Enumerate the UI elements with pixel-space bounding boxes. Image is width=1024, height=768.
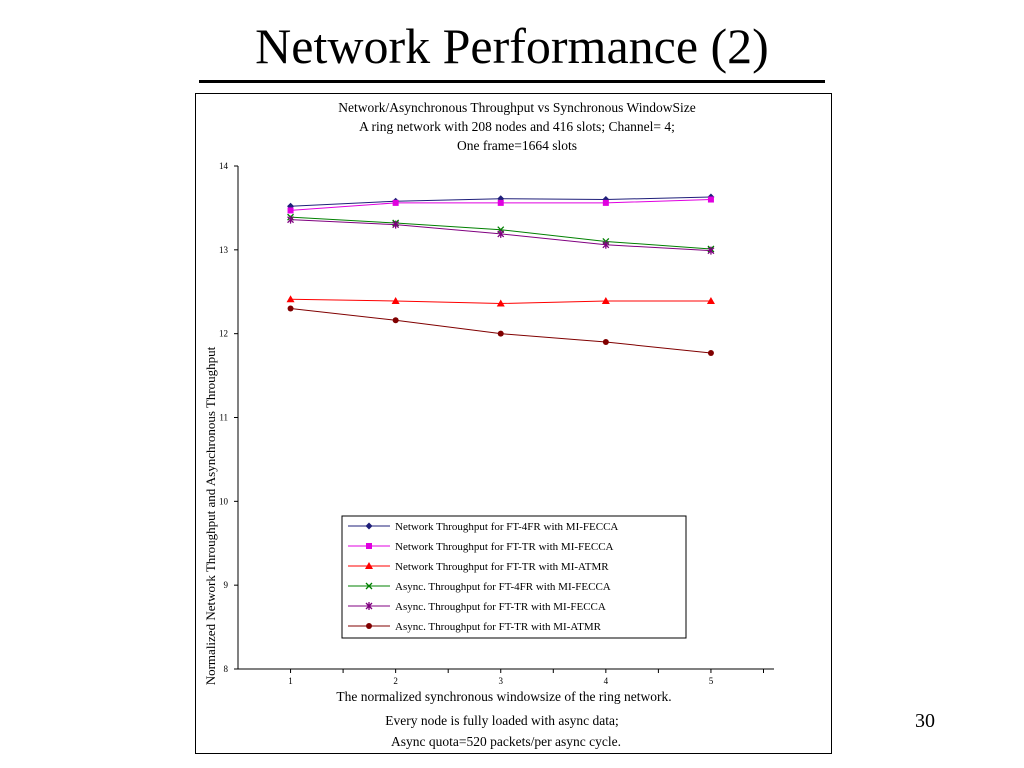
series-3 xyxy=(286,295,715,307)
legend-item: Async. Throughput for FT-TR with MI-ATMR xyxy=(348,621,602,633)
series-2 xyxy=(287,196,714,214)
data-point xyxy=(286,295,295,303)
y-tick-label: 13 xyxy=(219,245,229,255)
legend: Network Throughput for FT-4FR with MI-FE… xyxy=(341,515,687,639)
data-point xyxy=(365,582,373,590)
legend-item: Async. Throughput for FT-TR with MI-FECC… xyxy=(348,601,606,613)
page-number: 30 xyxy=(915,710,935,732)
data-point xyxy=(602,240,610,249)
data-point xyxy=(497,195,505,203)
data-point xyxy=(366,623,372,629)
y-tick-label: 14 xyxy=(219,161,229,171)
legend-label: Async. Throughput for FT-TR with MI-FECC… xyxy=(395,601,606,613)
data-point xyxy=(497,229,505,238)
x-tick-label: 5 xyxy=(709,676,714,686)
x-tick-label: 2 xyxy=(393,676,398,686)
series xyxy=(286,193,715,356)
data-point xyxy=(496,299,505,307)
data-point xyxy=(707,196,714,203)
series-6 xyxy=(287,305,714,356)
data-point xyxy=(707,349,714,356)
legend-label: Async. Throughput for FT-TR with MI-ATMR xyxy=(395,621,602,633)
chart-svg: Network/Asynchronous Throughput vs Synch… xyxy=(203,100,774,749)
legend-label: Async. Throughput for FT-4FR with MI-FEC… xyxy=(395,581,611,593)
data-point xyxy=(287,305,294,312)
y-tick-label: 9 xyxy=(224,580,229,590)
slide-title: Network Performance (2) xyxy=(255,18,769,74)
footnote-line-2: Async quota=520 packets/per async cycle. xyxy=(391,734,621,749)
legend-item: Network Throughput for FT-TR with MI-ATM… xyxy=(348,561,609,573)
data-point xyxy=(366,543,372,549)
legend-item: Async. Throughput for FT-4FR with MI-FEC… xyxy=(348,581,611,593)
data-point xyxy=(391,296,400,304)
data-point xyxy=(497,330,504,337)
data-point xyxy=(365,562,373,569)
data-point xyxy=(365,602,373,610)
y-tick-label: 11 xyxy=(219,413,228,423)
chart-title: Network/Asynchronous Throughput vs Synch… xyxy=(338,100,695,153)
data-point xyxy=(602,339,609,346)
y-axis-label: Normalized Network Throughput and Asynch… xyxy=(203,346,218,685)
data-point xyxy=(497,199,504,206)
data-point xyxy=(287,207,294,214)
legend-label: Network Throughput for FT-TR with MI-FEC… xyxy=(395,541,614,553)
legend-box xyxy=(341,515,687,639)
legend-label: Network Throughput for FT-4FR with MI-FE… xyxy=(395,521,618,533)
y-tick-label: 8 xyxy=(224,664,229,674)
title-underline xyxy=(199,80,825,83)
legend-label: Network Throughput for FT-TR with MI-ATM… xyxy=(395,561,609,573)
x-tick-label: 3 xyxy=(498,676,503,686)
x-tick-label: 4 xyxy=(604,676,609,686)
chart-title-line-2: A ring network with 208 nodes and 416 sl… xyxy=(359,119,675,134)
series-5 xyxy=(287,215,715,255)
data-point xyxy=(602,199,609,206)
data-point xyxy=(707,246,715,255)
data-point xyxy=(392,199,399,206)
data-point xyxy=(392,317,399,324)
x-tick-label: 1 xyxy=(288,676,293,686)
data-point xyxy=(287,215,295,224)
chart-frame: Network/Asynchronous Throughput vs Synch… xyxy=(195,93,832,754)
legend-item: Network Throughput for FT-4FR with MI-FE… xyxy=(348,521,618,533)
x-axis-label: The normalized synchronous windowsize of… xyxy=(336,689,671,704)
data-point xyxy=(365,522,373,530)
data-point xyxy=(392,220,400,229)
chart-title-line-1: Network/Asynchronous Throughput vs Synch… xyxy=(338,100,695,115)
data-point xyxy=(601,296,610,304)
y-tick-label: 12 xyxy=(219,329,228,339)
legend-item: Network Throughput for FT-TR with MI-FEC… xyxy=(348,541,614,553)
chart-title-line-3: One frame=1664 slots xyxy=(457,138,577,153)
footnote-line-1: Every node is fully loaded with async da… xyxy=(385,713,619,728)
data-point xyxy=(706,296,715,304)
y-tick-label: 10 xyxy=(219,496,229,506)
